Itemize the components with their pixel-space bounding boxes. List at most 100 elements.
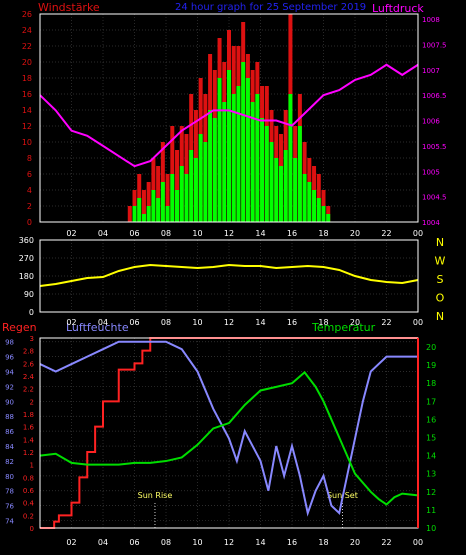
wind-bar [141, 214, 146, 222]
wind-bar [160, 182, 165, 222]
humidity-y-tick-label: 98 [5, 339, 14, 347]
direction-x-tick-label: 14 [255, 318, 265, 327]
direction-compass-label: W [435, 255, 446, 268]
wind-bar [170, 174, 175, 222]
wind-x-tick-label: 18 [318, 229, 328, 238]
wind-x-tick-label: 04 [98, 229, 108, 238]
direction-compass-label: S [437, 273, 444, 286]
pressure-y-tick-label: 1004.5 [422, 194, 447, 202]
direction-compass-label: N [436, 236, 444, 249]
temperature-y-tick-label: 15 [426, 434, 436, 443]
graph-title: 24 hour graph for 25 September 2019 [175, 2, 366, 13]
humidity-y-tick-label: 78 [5, 488, 14, 496]
climate-plot-frame [39, 337, 419, 529]
wind-bar [203, 142, 208, 222]
wind-bar [255, 94, 260, 222]
wind-bar [165, 206, 170, 222]
wind-x-tick-label: 20 [350, 229, 360, 238]
wind-bar [146, 206, 151, 222]
wind-x-tick-label: 22 [381, 229, 391, 238]
climate-x-tick-label: 16 [287, 538, 297, 547]
wind-y-tick-label: 2 [27, 202, 32, 211]
gust-bar [165, 174, 170, 222]
temperature-y-tick-label: 13 [426, 470, 436, 479]
wind-y-tick-label: 24 [22, 26, 32, 35]
humidity-y-tick-label: 94 [5, 369, 14, 377]
wind-x-tick-label: 12 [224, 229, 234, 238]
wind-bar [288, 94, 293, 222]
wind-x-tick-label: 10 [192, 229, 202, 238]
wind-bar [293, 158, 298, 222]
wind-bar [312, 190, 317, 222]
pressure-y-tick-label: 1006 [422, 118, 440, 126]
wind-bar [231, 94, 236, 222]
wind-x-tick-label: 06 [129, 229, 139, 238]
direction-x-tick-label: 04 [98, 318, 108, 327]
climate-x-tick-label: 12 [224, 538, 234, 547]
wind-x-tick-label: 16 [287, 229, 297, 238]
pressure-y-tick-label: 1007.5 [422, 41, 447, 49]
humidity-y-tick-label: 84 [5, 443, 14, 451]
gust-bar [175, 150, 180, 222]
wind-bar [264, 126, 269, 222]
rain-y-tick-label: 0.6 [23, 487, 35, 495]
rain-y-tick-label: 2.8 [23, 348, 34, 356]
temperature-y-tick-label: 17 [426, 397, 436, 406]
humidity-y-tick-label: 92 [5, 383, 14, 391]
pressure-y-tick-label: 1007 [422, 67, 440, 75]
direction-compass-label: O [436, 292, 445, 305]
direction-x-tick-label: 20 [350, 318, 360, 327]
temperature-line [39, 370, 419, 506]
humidity-y-tick-label: 90 [5, 398, 14, 406]
climate-x-tick-label: 22 [381, 538, 391, 547]
rain-y-tick-label: 0.8 [23, 474, 34, 482]
rain-title: Regen [2, 321, 37, 334]
temperature-y-tick-label: 20 [426, 343, 436, 352]
rain-y-tick-label: 0.2 [23, 512, 34, 520]
wind-bar [326, 214, 331, 222]
wind-y-tick-label: 18 [22, 74, 32, 83]
temperature-y-tick-label: 14 [426, 452, 436, 461]
wind-bar [198, 134, 203, 222]
wind-bar [212, 118, 217, 222]
wind-bar [222, 102, 227, 222]
pressure-y-tick-label: 1005.5 [422, 143, 447, 151]
wind-bar [250, 102, 255, 222]
wind-bar [274, 158, 279, 222]
climate-x-tick-label: 20 [350, 538, 360, 547]
temperature-y-tick-label: 16 [426, 415, 436, 424]
wind-bar [208, 110, 213, 222]
climate-x-tick-label: 14 [255, 538, 265, 547]
direction-compass-label: N [436, 310, 444, 323]
direction-x-tick-label: 02 [66, 318, 76, 327]
climate-x-tick-label: 08 [161, 538, 171, 547]
humidity-y-tick-label: 88 [5, 413, 14, 421]
climate-x-tick-label: 00 [413, 538, 423, 547]
pressure-y-tick-label: 1006.5 [422, 92, 447, 100]
wind-bar [236, 86, 241, 222]
direction-plot-frame [39, 239, 419, 313]
gust-bar [156, 166, 161, 222]
wind-bar [175, 190, 180, 222]
wind-y-tick-label: 4 [27, 186, 32, 195]
direction-x-tick-label: 06 [129, 318, 139, 327]
wind-y-tick-label: 10 [22, 138, 32, 147]
temperature-y-tick-label: 11 [426, 506, 436, 515]
direction-y-tick-label: 0 [29, 308, 34, 317]
wind-y-tick-label: 26 [22, 10, 32, 19]
temperature-y-tick-label: 12 [426, 488, 436, 497]
direction-x-tick-label: 16 [287, 318, 297, 327]
wind-bar [217, 78, 222, 222]
direction-x-tick-label: 12 [224, 318, 234, 327]
wind-bar [156, 198, 161, 222]
wind-y-tick-label: 20 [22, 58, 32, 67]
wind-bar [278, 166, 283, 222]
wind-bar [184, 174, 189, 222]
temperature-y-tick-label: 19 [426, 361, 436, 370]
wind-bar [260, 118, 265, 222]
wind-y-tick-label: 8 [27, 154, 32, 163]
pressure-y-tick-label: 1005 [422, 168, 440, 176]
rain-y-tick-label: 3 [30, 335, 34, 343]
wind-bar [241, 62, 246, 222]
direction-y-tick-label: 360 [19, 236, 34, 245]
